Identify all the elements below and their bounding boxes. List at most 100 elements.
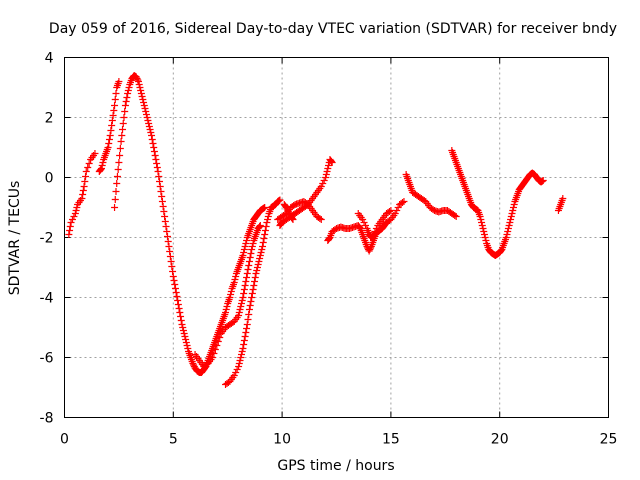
data-point [239, 252, 247, 259]
y-axis-label: SDTVAR / TECUs [7, 181, 23, 296]
data-point [282, 204, 290, 211]
data-point [452, 213, 460, 220]
data-point [210, 350, 218, 357]
data-point [261, 204, 269, 211]
data-point [114, 166, 122, 173]
data-point [316, 215, 324, 222]
data-point [148, 132, 156, 139]
data-point [222, 309, 230, 316]
data-point [208, 354, 216, 361]
data-point [509, 204, 517, 211]
data-point [136, 84, 144, 91]
data-point [99, 159, 107, 166]
data-point [237, 303, 245, 310]
data-point [319, 180, 327, 187]
y-tick-label: -6 [40, 351, 54, 367]
data-point [325, 235, 333, 242]
y-tick-label: -4 [40, 291, 54, 307]
data-point [162, 223, 170, 230]
data-point [502, 234, 510, 241]
data-point [320, 177, 328, 184]
data-point [243, 321, 251, 328]
data-point [110, 107, 118, 114]
data-point [213, 342, 221, 349]
data-point [369, 232, 377, 239]
data-point [247, 298, 255, 305]
data-point [175, 305, 183, 312]
data-point [264, 216, 272, 223]
data-point [148, 136, 156, 143]
data-point [243, 325, 251, 332]
data-point [134, 76, 142, 84]
data-point [111, 102, 119, 109]
data-point [253, 267, 261, 274]
data-point [214, 338, 222, 345]
chart-title: Day 059 of 2016, Sidereal Day-to-day VTE… [49, 21, 617, 37]
data-point [133, 75, 141, 82]
data-point [481, 234, 489, 241]
x-axis-label: GPS time / hours [277, 458, 394, 474]
data-point [116, 152, 124, 159]
data-point [506, 219, 514, 226]
data-point [366, 246, 374, 253]
data-point [317, 216, 325, 223]
grid-lines [64, 57, 609, 418]
data-point [504, 225, 512, 232]
data-point [82, 168, 90, 175]
data-point [259, 239, 267, 246]
data-point [105, 140, 113, 147]
data-point [72, 207, 80, 214]
data-point [142, 111, 150, 118]
data-point [164, 238, 172, 245]
data-point [322, 174, 330, 181]
y-tick-label: 2 [45, 111, 54, 127]
data-point [190, 361, 198, 369]
data-point [507, 213, 515, 220]
data-point [372, 225, 380, 232]
data-point [235, 360, 243, 367]
data-point [261, 227, 269, 234]
data-point [247, 250, 255, 257]
data-point [476, 213, 484, 220]
data-point [153, 164, 161, 171]
data-point [478, 219, 486, 226]
data-point [104, 144, 112, 151]
data-point [132, 73, 140, 81]
data-point [66, 227, 74, 234]
data-point [241, 333, 249, 340]
data-point [150, 148, 158, 155]
data-point [182, 336, 190, 343]
data-point [241, 243, 249, 250]
data-points [65, 72, 567, 388]
data-point [159, 203, 167, 210]
data-point [399, 199, 407, 206]
data-point [480, 228, 488, 235]
data-point [262, 223, 270, 230]
axis-ticks: 0 5 10 15 20 25 -8 -6 -4 -2 0 2 4 [40, 51, 618, 448]
data-point [97, 166, 105, 173]
data-point [78, 195, 86, 202]
data-point [241, 282, 249, 289]
data-point [156, 178, 164, 185]
data-point [161, 218, 169, 225]
data-point [288, 215, 296, 222]
data-point [240, 246, 248, 253]
data-point [71, 210, 79, 217]
data-point [149, 140, 157, 147]
data-point [245, 258, 253, 265]
data-point [371, 228, 379, 235]
data-point [106, 132, 114, 139]
data-point [507, 216, 515, 223]
data-point [124, 90, 132, 97]
data-point [108, 117, 116, 124]
data-point [152, 156, 160, 163]
data-point [73, 204, 81, 211]
data-point [259, 243, 267, 250]
data-point [80, 183, 88, 190]
data-point [258, 246, 266, 253]
data-point [243, 270, 251, 277]
data-point [172, 289, 180, 296]
data-point [143, 114, 151, 121]
data-point [284, 207, 292, 214]
